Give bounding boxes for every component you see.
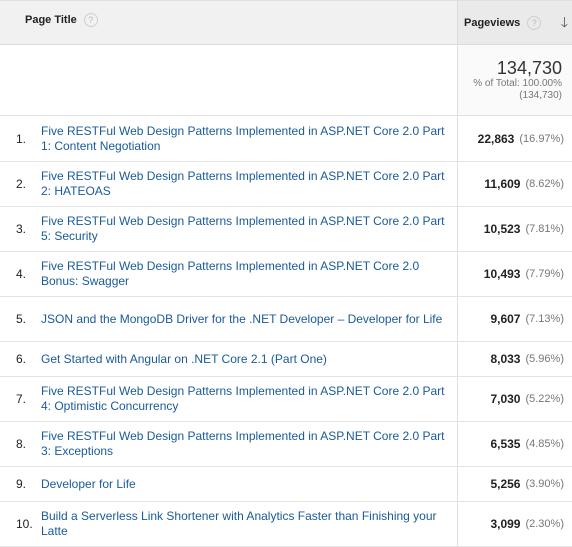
row-number: 4. — [16, 267, 27, 281]
totals-row: 134,730 % of Total: 100.00% (134,730) — [0, 45, 572, 116]
total-percent-label: % of Total: 100.00% — [473, 78, 562, 89]
pageviews-percent: (8.62%) — [525, 178, 564, 190]
page-title-link[interactable]: Five RESTFul Web Design Patterns Impleme… — [41, 259, 420, 288]
table-row: 10. Build a Serverless Link Shortener wi… — [0, 502, 572, 547]
pageviews-count: 10,523 — [483, 222, 521, 236]
pageviews-percent: (2.30%) — [525, 518, 564, 530]
page-title-link[interactable]: Build a Serverless Link Shortener with A… — [41, 509, 437, 538]
row-number: 10. — [16, 517, 33, 531]
pageviews-cell: 22,863 (16.97%) — [457, 116, 572, 161]
pageviews-column-header[interactable]: Pageviews ? 🡓 — [457, 1, 572, 44]
page-title-link[interactable]: Get Started with Angular on .NET Core 2.… — [41, 351, 327, 366]
pageviews-count: 9,607 — [490, 312, 521, 326]
pageviews-cell: 5,256 (3.90%) — [457, 467, 572, 501]
page-title-link[interactable]: Five RESTFul Web Design Patterns Impleme… — [41, 429, 445, 458]
page-title-label: Page Title — [25, 14, 77, 26]
pageviews-count: 3,099 — [490, 517, 521, 531]
pageviews-cell: 7,030 (5.22%) — [457, 377, 572, 421]
row-number: 6. — [16, 352, 27, 366]
table-row: 2. Five RESTFul Web Design Patterns Impl… — [0, 162, 572, 207]
pageviews-percent: (5.96%) — [525, 353, 564, 365]
pageviews-cell: 8,033 (5.96%) — [457, 342, 572, 376]
table-row: 8. Five RESTFul Web Design Patterns Impl… — [0, 422, 572, 467]
pageviews-percent: (7.81%) — [525, 223, 564, 235]
table-row: 4. Five RESTFul Web Design Patterns Impl… — [0, 252, 572, 297]
page-title-link[interactable]: JSON and the MongoDB Driver for the .NET… — [41, 311, 443, 326]
pageviews-count: 8,033 — [490, 352, 521, 366]
row-number: 1. — [16, 131, 27, 146]
table-body: 1. Five RESTFul Web Design Patterns Impl… — [0, 116, 572, 547]
pageviews-cell: 3,099 (2.30%) — [457, 502, 572, 546]
help-icon[interactable]: ? — [527, 15, 542, 30]
row-number: 8. — [16, 437, 27, 451]
pageviews-count: 5,256 — [490, 477, 521, 491]
table-row: 1. Five RESTFul Web Design Patterns Impl… — [0, 116, 572, 162]
table-row: 7. Five RESTFul Web Design Patterns Impl… — [0, 377, 572, 422]
pageviews-count: 10,493 — [483, 267, 521, 281]
pageviews-cell: 11,609 (8.62%) — [457, 162, 572, 206]
sort-descending-icon[interactable]: 🡓 — [560, 14, 568, 30]
page-title-link[interactable]: Five RESTFul Web Design Patterns Impleme… — [41, 169, 445, 198]
table-header: Page Title ? Pageviews ? 🡓 — [0, 1, 572, 45]
row-number: 2. — [16, 177, 27, 191]
total-paren-value: (134,730) — [519, 90, 562, 101]
pageviews-percent: (3.90%) — [525, 478, 564, 490]
pageviews-percent: (7.79%) — [525, 268, 564, 280]
pageviews-count: 6,535 — [490, 437, 521, 451]
pageviews-percent: (16.97%) — [519, 132, 564, 145]
pageviews-cell: 10,493 (7.79%) — [457, 252, 572, 296]
row-number: 3. — [16, 222, 27, 236]
pageviews-count: 11,609 — [484, 177, 521, 191]
pageviews-percent: (5.22%) — [525, 393, 564, 405]
totals-spacer — [0, 45, 457, 115]
pageviews-cell: 6,535 (4.85%) — [457, 422, 572, 466]
pageviews-cell: 10,523 (7.81%) — [457, 207, 572, 251]
page-title-link[interactable]: Five RESTFul Web Design Patterns Impleme… — [41, 123, 445, 153]
row-number: 7. — [16, 392, 27, 406]
page-title-column-header[interactable]: Page Title ? — [0, 1, 457, 39]
pageviews-count: 22,863 — [477, 131, 515, 146]
row-number: 9. — [16, 477, 27, 491]
page-title-link[interactable]: Five RESTFul Web Design Patterns Impleme… — [41, 214, 445, 243]
pageviews-label: Pageviews — [464, 16, 521, 29]
pageviews-cell: 9,607 (7.13%) — [457, 297, 572, 341]
page-title-link[interactable]: Developer for Life — [41, 476, 136, 491]
pageviews-count: 7,030 — [490, 392, 521, 406]
pageviews-percent: (4.85%) — [525, 438, 564, 450]
page-title-link[interactable]: Five RESTFul Web Design Patterns Impleme… — [41, 384, 445, 413]
row-number: 5. — [16, 312, 27, 326]
help-icon[interactable]: ? — [83, 13, 98, 27]
pageviews-percent: (7.13%) — [525, 313, 564, 325]
table-row: 5. JSON and the MongoDB Driver for the .… — [0, 297, 572, 342]
table-row: 3. Five RESTFul Web Design Patterns Impl… — [0, 207, 572, 252]
total-pageviews-value: 134,730 — [496, 58, 562, 78]
table-row: 6. Get Started with Angular on .NET Core… — [0, 342, 572, 377]
totals-cell: 134,730 % of Total: 100.00% (134,730) — [457, 45, 572, 115]
table-row: 9. Developer for Life 5,256 (3.90%) — [0, 467, 572, 502]
